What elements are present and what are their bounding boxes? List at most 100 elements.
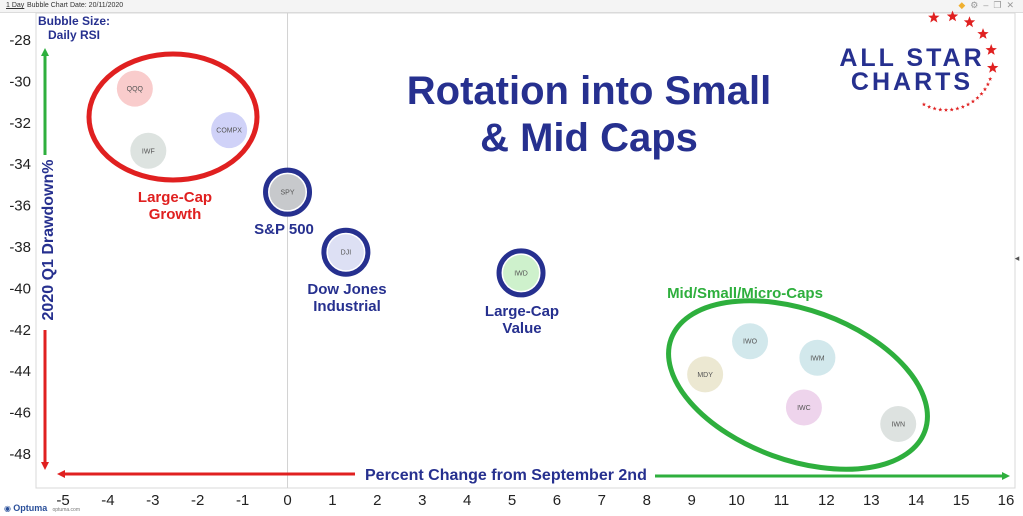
large-cap-growth-group xyxy=(86,51,260,183)
bubble-iwn[interactable] xyxy=(880,406,917,443)
y-tick-label: -46 xyxy=(9,405,31,422)
bubble-qqq[interactable] xyxy=(116,70,153,107)
bubble-series: QQQ IWF COMPX SPY DJI IWD IWO MDY IWM IWC IWN xyxy=(116,70,917,443)
logo-star-small xyxy=(966,102,971,107)
minimize-icon[interactable]: – xyxy=(983,0,994,10)
x-tick-label: 9 xyxy=(687,492,695,509)
logo-star xyxy=(987,61,999,73)
footer-branding: ◉ Optuma optuma.com xyxy=(4,503,80,513)
annotation-mid-small-micro: Mid/Small/Micro-Caps xyxy=(667,285,823,302)
logo-star-small xyxy=(955,106,960,111)
x-tick-label: 6 xyxy=(553,492,561,509)
x-axis: -5 -4 -3 -2 -1 0 1 2 3 4 5 6 7 8 9 10 11 12 13 14 15 16 xyxy=(56,492,1014,509)
logo-star-small xyxy=(960,104,965,109)
mid-small-micro-caps-group xyxy=(666,298,930,472)
x-tick-label: 16 xyxy=(998,492,1015,509)
bubble-label: SPY xyxy=(281,190,295,197)
y-tick-label: -38 xyxy=(9,239,31,256)
bubble-label: IWD xyxy=(514,270,528,277)
x-tick-label: 12 xyxy=(818,492,835,509)
y-tick-label: -34 xyxy=(9,156,31,173)
bubble-compx[interactable] xyxy=(211,112,248,149)
size-legend-title: Bubble Size: xyxy=(38,14,110,28)
y-tick-label: -40 xyxy=(9,280,31,297)
close-icon[interactable]: ✕ xyxy=(1006,0,1019,10)
footer-site: optuma.com xyxy=(52,507,80,513)
collapse-panel-icon[interactable]: ◂ xyxy=(1014,253,1020,263)
logo-star-small xyxy=(921,102,926,107)
bubble-label: IWM xyxy=(810,355,825,362)
bubble-iwc[interactable] xyxy=(785,389,822,426)
y-tick-label: -36 xyxy=(9,198,31,215)
annotation-sp500: S&P 500 xyxy=(254,221,314,238)
bubble-iwf[interactable] xyxy=(130,132,167,169)
x-tick-label: 14 xyxy=(908,492,925,509)
x-tick-label: 10 xyxy=(728,492,745,509)
y-axis-title: 2020 Q1 Drawdown% xyxy=(40,160,57,321)
logo-line-1: ALL STAR xyxy=(839,44,984,72)
annotation-dow-jones-2: Industrial xyxy=(313,298,381,315)
chart-type-label: Bubble Chart xyxy=(27,2,68,9)
bubble-iwd[interactable] xyxy=(503,254,540,291)
bubble-label: QQQ xyxy=(127,86,144,93)
bubble-label: DJI xyxy=(341,250,352,257)
logo-star-small xyxy=(949,107,954,112)
bubble-dji[interactable] xyxy=(327,234,364,271)
window-controls: ◆⚙–❐✕ xyxy=(958,0,1019,11)
annotation-large-cap-growth-2: Growth xyxy=(149,206,202,223)
y-tick-label: -30 xyxy=(9,73,31,90)
x-tick-label: 3 xyxy=(418,492,426,509)
period-selector[interactable]: 1 Day xyxy=(6,2,25,9)
logo-star-small xyxy=(988,76,993,81)
size-legend-metric: Daily RSI xyxy=(48,28,100,42)
x-tick-label: 2 xyxy=(373,492,381,509)
logo-star-small xyxy=(982,87,988,92)
bubble-mdy[interactable] xyxy=(687,356,724,393)
bubble-label: IWC xyxy=(797,405,811,412)
logo-star-small xyxy=(943,107,949,112)
x-tick-label: 1 xyxy=(328,492,336,509)
logo-star xyxy=(946,10,959,22)
x-tick-label: 8 xyxy=(643,492,651,509)
chart-title-line-2: & Mid Caps xyxy=(480,116,698,160)
bubble-iwo[interactable] xyxy=(732,323,769,360)
y-axis: -48 -46 -44 -42 -40 -38 -36 -34 -32 -30 -28 xyxy=(9,32,31,463)
logo-star-small xyxy=(985,82,990,87)
diamond-icon[interactable]: ◆ xyxy=(958,0,971,10)
bubble-label: IWN xyxy=(891,422,905,429)
logo-star xyxy=(928,11,940,23)
y-tick-label: -28 xyxy=(9,32,31,49)
logo-star xyxy=(985,44,997,55)
y-tick-label: -42 xyxy=(9,322,31,339)
bubble-iwm[interactable] xyxy=(799,339,836,376)
annotation-large-cap-value-1: Large-Cap xyxy=(485,303,559,320)
settings-icon[interactable]: ⚙ xyxy=(970,0,984,10)
date-label: Date: 20/11/2020 xyxy=(70,2,124,9)
logo-star xyxy=(963,16,976,28)
x-tick-label: 0 xyxy=(283,492,291,509)
x-tick-label: -4 xyxy=(101,492,114,509)
x-tick-label: 13 xyxy=(863,492,880,509)
chart-title-line-1: Rotation into Small xyxy=(407,69,771,113)
annotation-large-cap-growth-1: Large-Cap xyxy=(138,189,212,206)
bubble-spy[interactable] xyxy=(269,174,306,211)
bubble-label: IWF xyxy=(142,148,155,155)
x-tick-label: -5 xyxy=(56,492,69,509)
x-tick-label: -3 xyxy=(146,492,159,509)
x-tick-label: -2 xyxy=(191,492,204,509)
logo-star xyxy=(977,28,989,39)
bubble-label: IWO xyxy=(743,339,758,346)
restore-icon[interactable]: ❐ xyxy=(993,0,1007,10)
x-tick-label: -1 xyxy=(236,492,249,509)
x-tick-label: 7 xyxy=(598,492,606,509)
logo-star-small xyxy=(938,107,943,112)
logo-star-small xyxy=(927,104,932,109)
logo-star-small xyxy=(970,99,976,104)
x-axis-title: Percent Change from September 2nd xyxy=(365,467,647,484)
logo-star-small xyxy=(975,95,980,100)
logo-star-small xyxy=(979,91,984,96)
annotation-dow-jones-1: Dow Jones xyxy=(307,281,386,298)
x-tick-label: 4 xyxy=(463,492,471,509)
x-tick-label: 11 xyxy=(774,492,790,509)
